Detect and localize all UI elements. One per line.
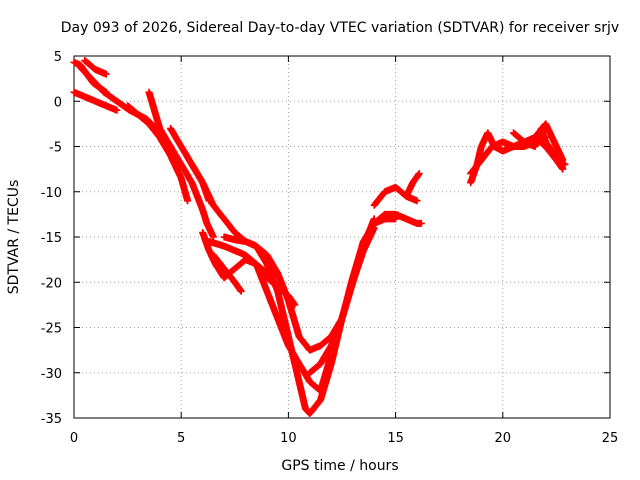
series-pass-5: [124, 102, 192, 205]
y-tick-label: -15: [41, 231, 62, 246]
series-pass-9: [209, 251, 245, 295]
data-points: [70, 57, 569, 417]
series-pass-2: [70, 88, 121, 114]
x-tick-label: 10: [280, 431, 297, 446]
series-pass-17: [402, 170, 423, 200]
y-tick-label: -10: [41, 186, 62, 201]
x-tick-label: 20: [495, 431, 512, 446]
y-tick-label: 0: [54, 95, 62, 110]
data-point: [102, 70, 110, 78]
y-axis-label: SDTVAR / TECUs: [6, 180, 22, 295]
data-point: [415, 170, 423, 178]
series-pass-6: [145, 88, 217, 241]
series-pass-15: [370, 210, 425, 227]
y-tick-label: 5: [54, 50, 62, 65]
data-point: [413, 197, 421, 205]
data-point: [417, 219, 425, 227]
x-tick-label: 5: [177, 431, 185, 446]
data-point: [113, 106, 121, 114]
x-tick-label: 0: [70, 431, 78, 446]
y-tick-label: -20: [41, 276, 62, 291]
series-pass-21: [520, 120, 567, 164]
data-point: [184, 197, 192, 205]
series-pass-12: [220, 215, 400, 417]
x-axis-label: GPS time / hours: [281, 458, 398, 474]
axis-ticks: 0 5 10 15 20 25 5 0 -5 -10 -15 -20 -25 -30 -35: [41, 50, 619, 446]
series-pass-14: [306, 215, 378, 377]
data-point: [559, 156, 567, 164]
data-point: [561, 161, 569, 169]
y-tick-label: -25: [41, 322, 62, 337]
y-tick-label: -30: [41, 367, 62, 382]
data-point: [237, 287, 245, 295]
y-tick-label: -5: [49, 141, 62, 156]
x-tick-label: 15: [387, 431, 404, 446]
x-tick-label: 25: [602, 431, 619, 446]
y-tick-label: -35: [41, 412, 62, 427]
chart-title: Day 093 of 2026, Sidereal Day-to-day VTE…: [61, 20, 619, 36]
series-pass-3: [81, 57, 110, 78]
